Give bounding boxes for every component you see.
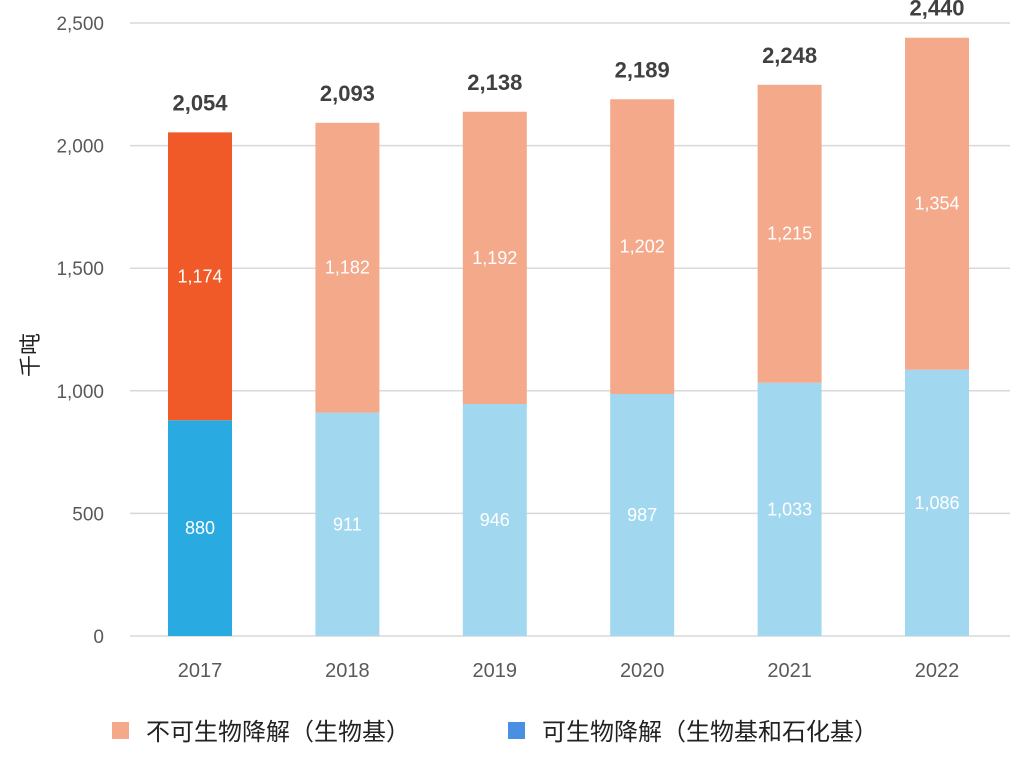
total-label: 2,248 — [762, 43, 817, 68]
bar-segment-biodegradable — [905, 369, 969, 636]
legend: 不可生物降解（生物基） 可生物降解（生物基和石化基） — [112, 718, 878, 746]
x-tick-label: 2022 — [915, 660, 960, 682]
bars: 880 1,174 2,054 911 1,182 2,093 946 1,192 2,138 9… — [168, 0, 969, 636]
data-label-biodegradable: 911 — [333, 514, 362, 534]
data-label-nonbiodegradable: 1,182 — [325, 258, 370, 278]
x-tick-label: 2021 — [767, 660, 812, 682]
data-label-nonbiodegradable: 1,192 — [472, 248, 517, 268]
bar-segment-nonbiodegradable — [315, 122, 380, 413]
total-label: 2,093 — [320, 81, 375, 106]
x-tick-label: 2018 — [325, 660, 370, 682]
total-label: 2,440 — [909, 0, 964, 21]
data-label-nonbiodegradable: 1,215 — [767, 224, 812, 244]
bar-segment-nonbiodegradable — [610, 99, 675, 394]
bar-segment-biodegradable — [757, 382, 822, 636]
bar-segment-nonbiodegradable — [168, 132, 232, 421]
bar-segment-biodegradable — [315, 412, 380, 636]
y-axis-label: 千吨 — [19, 333, 44, 377]
legend-swatch-nonbiodegradable — [112, 722, 129, 739]
total-label: 2,189 — [615, 57, 670, 82]
data-label-nonbiodegradable: 1,174 — [177, 266, 222, 286]
bar-segment-biodegradable — [610, 393, 675, 636]
legend-label-biodegradable: 可生物降解（生物基和石化基） — [542, 718, 878, 746]
total-label: 2,054 — [172, 90, 228, 115]
data-label-biodegradable: 946 — [480, 510, 510, 530]
legend-label-nonbiodegradable: 不可生物降解（生物基） — [146, 718, 410, 746]
data-label-nonbiodegradable: 1,354 — [914, 194, 959, 214]
x-tick-label: 2020 — [620, 660, 665, 682]
y-tick-label: 500 — [72, 504, 104, 525]
data-label-nonbiodegradable: 1,202 — [620, 237, 665, 257]
bar-segment-nonbiodegradable — [462, 111, 527, 405]
data-label-biodegradable: 880 — [185, 518, 215, 538]
total-label: 2,138 — [467, 70, 522, 95]
y-tick-label: 2,500 — [56, 14, 104, 35]
y-axis-ticks: 0 500 1,000 1,500 2,000 2,500 — [56, 14, 104, 648]
data-label-biodegradable: 1,033 — [767, 499, 812, 519]
data-label-biodegradable: 1,086 — [914, 493, 959, 513]
bar-segment-biodegradable — [462, 404, 527, 636]
y-tick-label: 1,000 — [56, 382, 104, 403]
gridlines — [130, 22, 1010, 637]
y-tick-label: 2,000 — [56, 137, 104, 158]
y-tick-label: 0 — [93, 627, 104, 648]
bar-segment-nonbiodegradable — [757, 84, 822, 383]
y-tick-label: 1,500 — [56, 259, 104, 280]
bar-segment-nonbiodegradable — [905, 37, 969, 370]
data-label-biodegradable: 987 — [627, 505, 657, 525]
x-tick-label: 2017 — [178, 660, 223, 682]
bar-segment-biodegradable — [168, 420, 232, 636]
x-tick-label: 2019 — [473, 660, 518, 682]
x-axis-ticks: 2017 2018 2019 2020 2021 2022 — [178, 660, 960, 682]
legend-swatch-biodegradable — [508, 722, 525, 739]
